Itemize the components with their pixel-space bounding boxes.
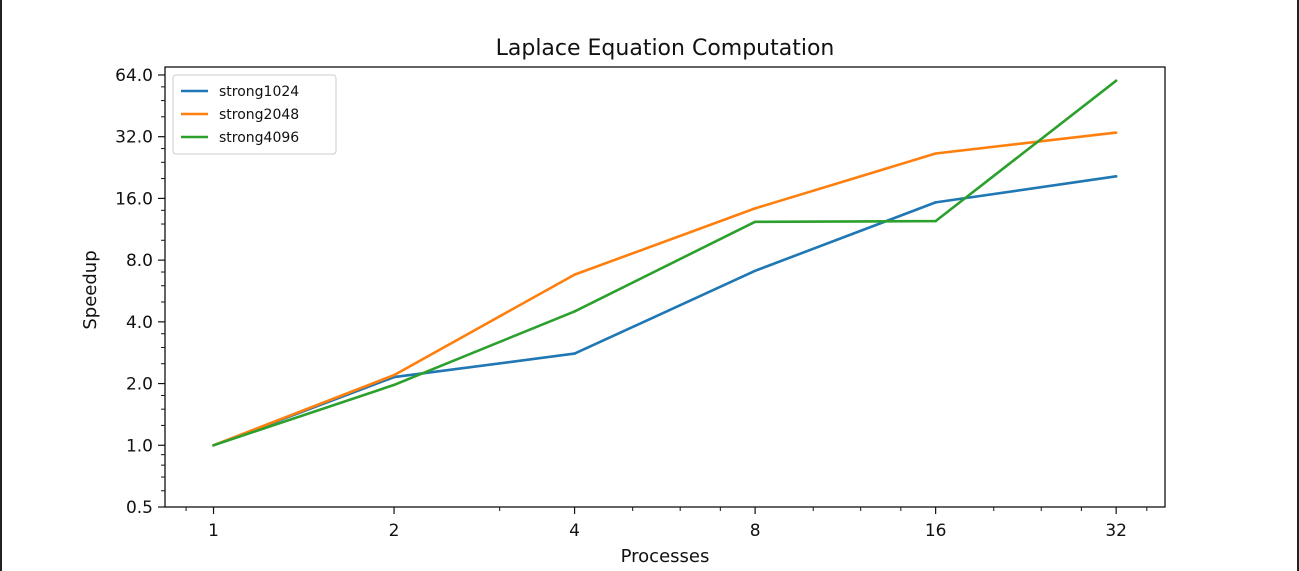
x-tick-label: 8 (750, 521, 761, 541)
data-point-strong2048 (1114, 131, 1118, 134)
legend-label-strong2048: strong2048 (219, 107, 299, 123)
data-point-strong1024 (753, 269, 757, 273)
data-point-strong4096 (753, 220, 757, 224)
axes-frame (164, 66, 1166, 508)
x-axis-label: Processes (621, 546, 710, 567)
chart-title: Laplace Equation Computation (496, 36, 835, 61)
y-axis-label: Speedup (80, 250, 101, 329)
y-tick-label: 32.0 (115, 128, 153, 148)
data-point-strong2048 (934, 152, 937, 155)
x-tick-label: 2 (389, 521, 400, 541)
data-point-strong1024 (573, 352, 576, 355)
x-tick-label: 32 (1105, 521, 1127, 541)
data-point-strong2048 (392, 373, 396, 377)
legend-label-strong1024: strong1024 (219, 84, 299, 100)
data-point-strong4096 (1114, 79, 1118, 83)
x-tick-label: 4 (569, 521, 580, 541)
x-tick-label: 1 (208, 521, 219, 541)
series-line-strong1024 (213, 175, 1117, 447)
y-tick-label: 8.0 (126, 251, 153, 271)
data-point-strong4096 (934, 219, 937, 223)
series-line-strong2048 (213, 131, 1117, 447)
y-tick-label: 16.0 (115, 189, 153, 209)
y-tick-label: 0.5 (126, 498, 153, 518)
data-point-strong1024 (934, 201, 937, 204)
y-tick-label: 1.0 (126, 436, 153, 456)
x-tick-label: 16 (925, 521, 947, 541)
data-point-strong4096 (212, 443, 215, 447)
series-line-strong4096 (213, 79, 1117, 447)
y-tick-label: 2.0 (126, 375, 153, 395)
y-tick-label: 64.0 (115, 66, 153, 86)
data-point-strong4096 (392, 383, 396, 387)
legend-box (172, 74, 337, 155)
data-point-strong2048 (753, 207, 757, 210)
legend-label-strong4096: strong4096 (219, 130, 299, 146)
data-point-strong2048 (573, 273, 576, 276)
data-point-strong1024 (1114, 175, 1118, 178)
y-tick-label: 4.0 (126, 313, 153, 333)
data-point-strong4096 (573, 310, 576, 313)
plot-area: 1 2 4 8 16 32 0.5 1.0 2.0 4.0 8.0 16.0 32.0 64.0 stron… (115, 66, 1166, 541)
